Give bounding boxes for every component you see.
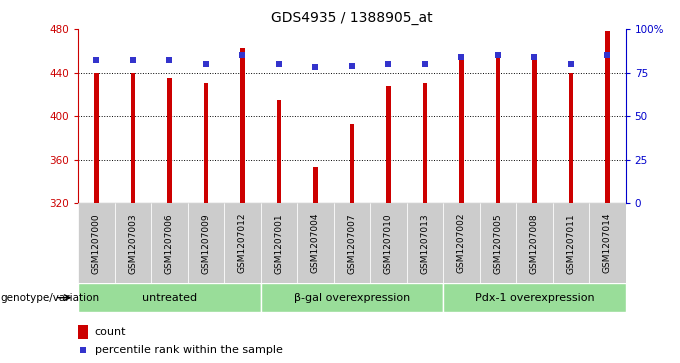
Text: GSM1207005: GSM1207005: [494, 213, 503, 274]
Bar: [78, 283, 260, 312]
Text: GSM1207006: GSM1207006: [165, 213, 174, 274]
Bar: [78, 203, 115, 283]
Bar: [204, 83, 208, 203]
Bar: [334, 203, 370, 283]
Bar: [131, 73, 135, 203]
Bar: [188, 203, 224, 283]
Text: GSM1207008: GSM1207008: [530, 213, 539, 274]
Bar: [443, 203, 479, 283]
Text: GSM1207001: GSM1207001: [275, 213, 284, 274]
Text: GSM1207009: GSM1207009: [201, 213, 210, 274]
Bar: [568, 73, 573, 203]
Bar: [115, 203, 151, 283]
Text: Pdx-1 overexpression: Pdx-1 overexpression: [475, 293, 594, 303]
Bar: [297, 203, 334, 283]
Text: GSM1207004: GSM1207004: [311, 213, 320, 273]
Text: GSM1207012: GSM1207012: [238, 213, 247, 273]
Bar: [423, 83, 427, 203]
Text: GSM1207003: GSM1207003: [129, 213, 137, 274]
Bar: [459, 56, 464, 203]
Bar: [553, 203, 589, 283]
Bar: [240, 48, 245, 203]
Text: genotype/variation: genotype/variation: [0, 293, 99, 303]
Bar: [516, 203, 553, 283]
Bar: [496, 58, 500, 203]
Text: GSM1207007: GSM1207007: [347, 213, 356, 274]
Bar: [407, 203, 443, 283]
Bar: [589, 203, 626, 283]
Bar: [605, 31, 609, 203]
Title: GDS4935 / 1388905_at: GDS4935 / 1388905_at: [271, 11, 432, 25]
Bar: [386, 86, 390, 203]
Text: GSM1207011: GSM1207011: [566, 213, 575, 274]
Text: GSM1207002: GSM1207002: [457, 213, 466, 273]
Bar: [224, 203, 260, 283]
Bar: [95, 73, 99, 203]
Bar: [78, 325, 88, 339]
Bar: [313, 167, 318, 203]
Text: count: count: [95, 327, 126, 337]
Text: GSM1207014: GSM1207014: [603, 213, 612, 273]
Bar: [167, 78, 171, 203]
Text: β-gal overexpression: β-gal overexpression: [294, 293, 410, 303]
Text: GSM1207013: GSM1207013: [420, 213, 429, 274]
Text: percentile rank within the sample: percentile rank within the sample: [95, 345, 282, 355]
Text: GSM1207010: GSM1207010: [384, 213, 393, 274]
Bar: [532, 58, 537, 203]
Bar: [260, 283, 443, 312]
Bar: [479, 203, 516, 283]
Bar: [151, 203, 188, 283]
Text: GSM1207000: GSM1207000: [92, 213, 101, 274]
Bar: [443, 283, 626, 312]
Bar: [260, 203, 297, 283]
Text: untreated: untreated: [142, 293, 197, 303]
Bar: [277, 100, 281, 203]
Bar: [350, 124, 354, 203]
Bar: [370, 203, 407, 283]
